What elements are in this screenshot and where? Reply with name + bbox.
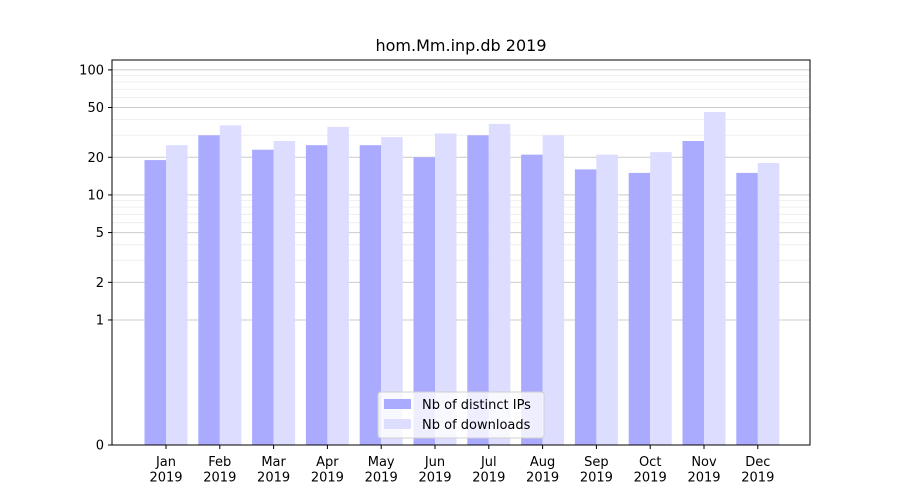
bar-distinct-ips — [574, 169, 597, 445]
bar-downloads — [542, 135, 565, 445]
x-tick-label: Oct 2019 — [634, 455, 667, 486]
bar-downloads — [488, 123, 511, 445]
legend-swatch — [384, 419, 411, 429]
bar-distinct-ips — [144, 160, 166, 445]
bar-distinct-ips — [628, 172, 651, 445]
x-tick-label: Feb 2019 — [203, 455, 236, 486]
x-tick-label: Aug 2019 — [526, 455, 559, 486]
bar-distinct-ips — [305, 145, 328, 445]
bar-distinct-ips — [198, 135, 220, 445]
bar-downloads — [327, 126, 349, 446]
bars-layer — [144, 112, 780, 446]
legend-label: Nb of downloads — [422, 418, 531, 433]
x-tick-label: Jun 2019 — [418, 455, 451, 486]
y-tick-label: 50 — [87, 101, 104, 116]
bar-downloads — [757, 163, 780, 445]
bar-downloads — [219, 125, 242, 445]
bar-downloads — [435, 133, 457, 445]
legend-box — [377, 391, 545, 439]
bar-distinct-ips — [467, 135, 489, 445]
y-tick-label: 100 — [79, 63, 104, 78]
x-tick-label: Dec 2019 — [741, 455, 774, 486]
bar-downloads — [273, 140, 296, 445]
legend-label: Nb of distinct IPs — [422, 398, 531, 413]
bar-distinct-ips — [252, 149, 274, 446]
bar-downloads — [650, 152, 672, 445]
x-tick-label: Apr 2019 — [311, 455, 344, 486]
legend: Nb of distinct IPs Nb of downloads — [377, 391, 545, 439]
y-tick-label: 1 — [96, 313, 104, 328]
bar-distinct-ips — [521, 154, 543, 446]
x-tick-label: May 2019 — [365, 455, 398, 486]
bar-distinct-ips — [359, 145, 382, 445]
bar-downloads — [381, 137, 403, 445]
y-tick-label: 20 — [87, 151, 104, 166]
bar-downloads — [596, 154, 618, 446]
bar-downloads — [704, 112, 726, 445]
y-tick-label: 10 — [87, 188, 104, 203]
plot-frame — [111, 59, 811, 446]
axis-layer: 0 1 2 5 10 20 50 100 Jan 2019 Feb 2019 Mar 2019 Apr 201… — [79, 63, 774, 485]
chart-title: hom.Mm.inp.db 2019 — [375, 36, 546, 55]
x-tick-label: Mar 2019 — [257, 455, 290, 486]
y-tick-label: 0 — [96, 439, 104, 454]
y-tick-label: 2 — [96, 276, 104, 291]
x-tick-label: Sep 2019 — [580, 455, 613, 486]
bar-distinct-ips — [413, 157, 435, 445]
legend-swatch — [384, 399, 411, 409]
bar-downloads — [166, 145, 188, 445]
x-tick-label: Jan 2019 — [149, 455, 182, 486]
x-tick-label: Nov 2019 — [687, 455, 720, 486]
bar-distinct-ips — [682, 140, 704, 445]
x-tick-label: Jul 2019 — [472, 455, 505, 486]
y-tick-label: 5 — [96, 226, 104, 241]
bar-distinct-ips — [736, 172, 758, 445]
